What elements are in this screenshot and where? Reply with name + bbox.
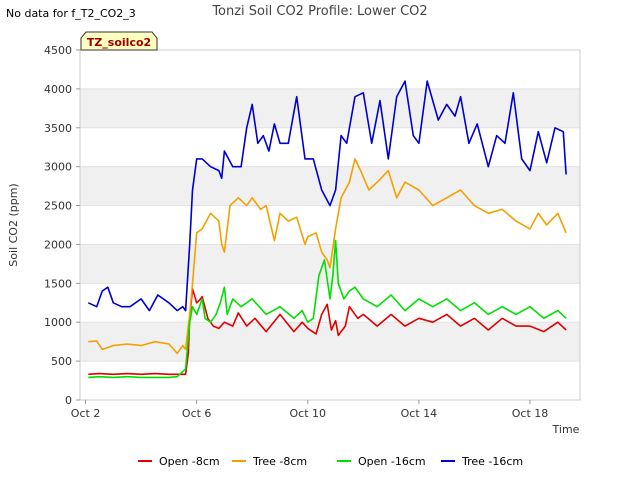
legend: Open -8cm Tree -8cm Open -16cm Tree -16cm bbox=[138, 455, 523, 468]
y-tick-label: 3500 bbox=[44, 122, 72, 135]
y-tick-label: 2500 bbox=[44, 200, 72, 213]
x-tick-label: Oct 18 bbox=[512, 407, 549, 420]
y-tick-label: 3000 bbox=[44, 161, 72, 174]
site-badge-label: TZ_soilco2 bbox=[87, 36, 151, 49]
y-tick-label: 4000 bbox=[44, 83, 72, 96]
y-tick-label: 1000 bbox=[44, 316, 72, 329]
x-axis-title: Time bbox=[552, 423, 580, 436]
plot-frame bbox=[79, 49, 581, 401]
site-badge: TZ_soilco2 bbox=[80, 31, 158, 51]
x-tick-label: Oct 2 bbox=[71, 407, 101, 420]
x-tick-label: Oct 6 bbox=[182, 407, 212, 420]
y-tick-label: 4500 bbox=[44, 44, 72, 57]
plot-band bbox=[80, 322, 580, 362]
series-line-open-16cm bbox=[88, 239, 567, 379]
y-tick-label: 2000 bbox=[44, 238, 72, 251]
x-axis: Oct 2 Oct 6 Oct 10 Oct 14 Oct 18 bbox=[71, 400, 548, 420]
x-tick-label: Oct 14 bbox=[401, 407, 438, 420]
legend-label: Open -16cm bbox=[358, 455, 426, 468]
site-badge-box bbox=[80, 31, 158, 51]
plot-band bbox=[80, 166, 580, 206]
y-tick-label: 1500 bbox=[44, 277, 72, 290]
y-tick-label: 0 bbox=[65, 394, 72, 407]
x-tick-label: Oct 10 bbox=[290, 407, 327, 420]
y-axis-title: Soil CO2 (ppm) bbox=[7, 183, 20, 266]
y-tick-label: 500 bbox=[51, 355, 72, 368]
no-data-note: No data for f_T2_CO2_3 bbox=[6, 7, 136, 20]
legend-label: Open -8cm bbox=[159, 455, 220, 468]
series-lines bbox=[87, 80, 567, 379]
plot-band bbox=[80, 88, 580, 128]
y-axis: 0 500 1000 1500 2000 2500 3000 3500 4000 4500 bbox=[44, 44, 80, 407]
series-line-tree-8cm bbox=[88, 158, 567, 355]
series-line-open-8cm bbox=[88, 287, 567, 376]
legend-label: Tree -8cm bbox=[252, 455, 307, 468]
chart-title: Tonzi Soil CO2 Profile: Lower CO2 bbox=[211, 4, 427, 19]
series-line-tree-16cm bbox=[87, 80, 567, 312]
plot-bands bbox=[80, 88, 580, 362]
legend-label: Tree -16cm bbox=[461, 455, 523, 468]
